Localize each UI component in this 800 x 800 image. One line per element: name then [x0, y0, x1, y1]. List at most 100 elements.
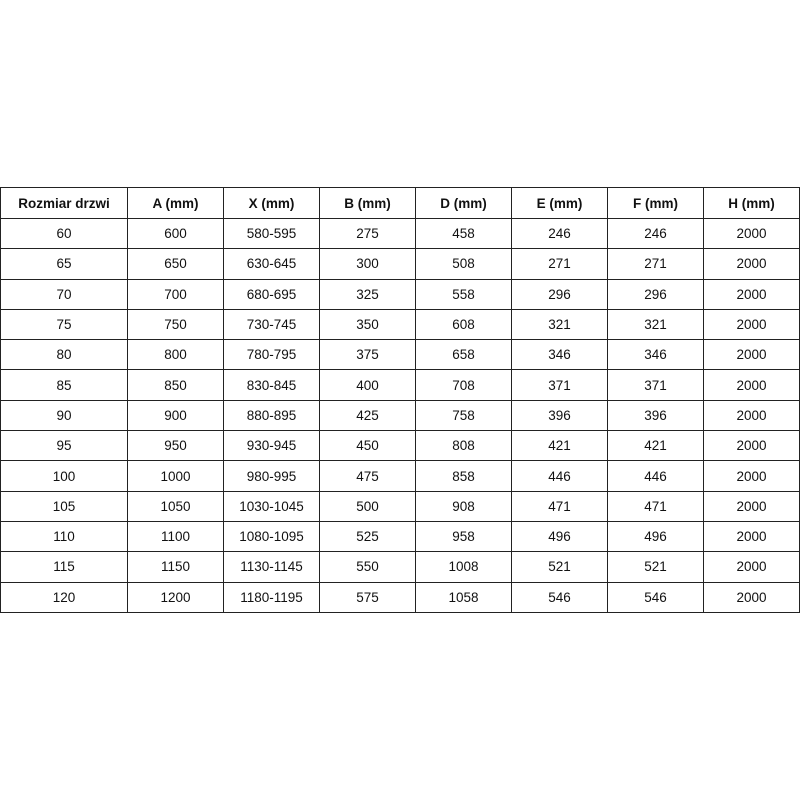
table-cell: 500 — [319, 490, 416, 522]
header-row: Rozmiar drzwi A (mm) X (mm) B (mm) D (mm) E (… — [0, 187, 800, 219]
table-row: 75 750 730-745 350 608 321 321 2000 — [0, 308, 800, 341]
table-cell: 950 — [127, 430, 224, 462]
table-row: 110 1100 1080-1095 525 958 496 496 2000 — [0, 520, 800, 553]
table-cell: 271 — [607, 248, 704, 280]
table-cell: 1058 — [415, 581, 512, 613]
table-cell: 458 — [415, 217, 512, 250]
table-cell: 958 — [415, 520, 512, 553]
table-cell: 400 — [319, 369, 416, 401]
table-cell: 2000 — [703, 460, 800, 492]
table-row: 80 800 780-795 375 658 346 346 2000 — [0, 339, 800, 371]
table-cell: 1050 — [127, 490, 224, 522]
table-cell: 808 — [415, 430, 512, 462]
table-cell: 2000 — [703, 369, 800, 401]
table-cell: 700 — [127, 278, 224, 310]
table-cell: 525 — [319, 520, 416, 553]
table-cell: 750 — [127, 308, 224, 341]
table-cell: 2000 — [703, 430, 800, 462]
table-cell: 296 — [511, 278, 608, 310]
table-cell: 446 — [511, 460, 608, 492]
table-cell: 110 — [0, 520, 128, 553]
table-cell: 858 — [415, 460, 512, 492]
table-cell: 2000 — [703, 339, 800, 371]
table-row: 90 900 880-895 425 758 396 396 2000 — [0, 399, 800, 432]
table-cell: 1180-1195 — [223, 581, 320, 613]
table-cell: 521 — [607, 551, 704, 583]
table-cell: 471 — [607, 490, 704, 522]
table-cell: 271 — [511, 248, 608, 280]
table-cell: 680-695 — [223, 278, 320, 310]
table-cell: 296 — [607, 278, 704, 310]
table-cell: 425 — [319, 399, 416, 432]
table-cell: 546 — [511, 581, 608, 613]
table-cell: 65 — [0, 248, 128, 280]
table-cell: 850 — [127, 369, 224, 401]
table-cell: 521 — [511, 551, 608, 583]
table-cell: 980-995 — [223, 460, 320, 492]
table-cell: 630-645 — [223, 248, 320, 280]
table-cell: 371 — [607, 369, 704, 401]
table-cell: 708 — [415, 369, 512, 401]
column-header: F (mm) — [607, 187, 704, 219]
table-cell: 558 — [415, 278, 512, 310]
table-cell: 105 — [0, 490, 128, 522]
table-cell: 246 — [607, 217, 704, 250]
table-cell: 2000 — [703, 581, 800, 613]
table-cell: 95 — [0, 430, 128, 462]
table-cell: 830-845 — [223, 369, 320, 401]
table-cell: 1030-1045 — [223, 490, 320, 522]
table-cell: 321 — [511, 308, 608, 341]
table-cell: 650 — [127, 248, 224, 280]
table-cell: 70 — [0, 278, 128, 310]
table-cell: 115 — [0, 551, 128, 583]
table-cell: 2000 — [703, 248, 800, 280]
table-cell: 475 — [319, 460, 416, 492]
table-cell: 780-795 — [223, 339, 320, 371]
table-cell: 321 — [607, 308, 704, 341]
table-cell: 421 — [607, 430, 704, 462]
table-cell: 2000 — [703, 520, 800, 553]
table-cell: 546 — [607, 581, 704, 613]
table-row: 70 700 680-695 325 558 296 296 2000 — [0, 278, 800, 310]
column-header: Rozmiar drzwi — [0, 187, 128, 219]
table-cell: 300 — [319, 248, 416, 280]
table-cell: 658 — [415, 339, 512, 371]
table-cell: 496 — [607, 520, 704, 553]
table-cell: 900 — [127, 399, 224, 432]
table-cell: 100 — [0, 460, 128, 492]
table-cell: 450 — [319, 430, 416, 462]
table-cell: 120 — [0, 581, 128, 613]
table-row: 115 1150 1130-1145 550 1008 521 521 2000 — [0, 551, 800, 583]
column-header: D (mm) — [415, 187, 512, 219]
table-cell: 1008 — [415, 551, 512, 583]
table-cell: 446 — [607, 460, 704, 492]
column-header: B (mm) — [319, 187, 416, 219]
table-cell: 1200 — [127, 581, 224, 613]
table-cell: 90 — [0, 399, 128, 432]
table-cell: 85 — [0, 369, 128, 401]
table-cell: 608 — [415, 308, 512, 341]
table-cell: 1000 — [127, 460, 224, 492]
table-cell: 80 — [0, 339, 128, 371]
table-cell: 2000 — [703, 278, 800, 310]
column-header: H (mm) — [703, 187, 800, 219]
table-row: 120 1200 1180-1195 575 1058 546 546 2000 — [0, 581, 800, 613]
table-cell: 396 — [511, 399, 608, 432]
table-cell: 2000 — [703, 217, 800, 250]
table-cell: 508 — [415, 248, 512, 280]
table-cell: 1100 — [127, 520, 224, 553]
table-cell: 396 — [607, 399, 704, 432]
table-cell: 421 — [511, 430, 608, 462]
table-cell: 758 — [415, 399, 512, 432]
table-row: 85 850 830-845 400 708 371 371 2000 — [0, 369, 800, 401]
table-cell: 1130-1145 — [223, 551, 320, 583]
table-cell: 1150 — [127, 551, 224, 583]
table-cell: 275 — [319, 217, 416, 250]
table-cell: 580-595 — [223, 217, 320, 250]
table-body: 60 600 580-595 275 458 246 246 2000 65 650 630-645… — [0, 217, 800, 613]
column-header: E (mm) — [511, 187, 608, 219]
table-cell: 2000 — [703, 399, 800, 432]
table-cell: 575 — [319, 581, 416, 613]
table-row: 65 650 630-645 300 508 271 271 2000 — [0, 248, 800, 280]
table-cell: 800 — [127, 339, 224, 371]
